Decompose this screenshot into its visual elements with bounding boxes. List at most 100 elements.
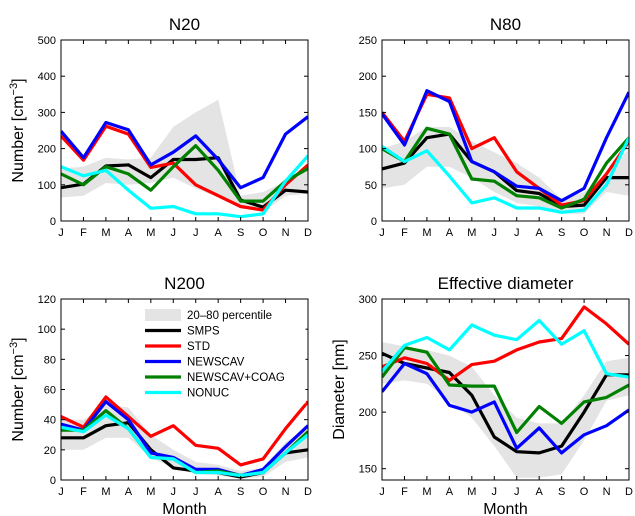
x-tick-label: O [259,227,268,239]
x-tick-label: A [125,227,133,239]
y-tick-label: 250 [359,351,377,363]
legend: 20–80 percentile SMPS STD NEWSCAV NEWSCAV+CO… [139,303,306,404]
x-tick-label: O [259,486,268,498]
chart-title: N200 [164,274,205,293]
series-line-nonuc [382,137,629,214]
x-tick-label: A [215,227,223,239]
y-tick-label: 150 [359,464,377,476]
y-tick-label: 50 [365,180,377,192]
legend-label: NEWSCAV+COAG [187,372,285,384]
x-tick-label: J [379,227,385,239]
x-tick-label: J [171,227,177,239]
y-axis-label: Number [cm−3] [8,78,27,182]
legend-swatch-band [145,309,181,321]
x-tick-label: M [467,486,476,498]
x-tick-label: A [215,486,223,498]
chart-panel-2: J F M A M J J A S O N D 0 50 100 150 200 250 N80 [359,15,633,239]
chart-title: N20 [169,15,200,34]
x-tick-label: M [146,227,155,239]
series-line-nonuc [382,318,629,379]
x-tick-label: O [580,227,589,239]
y-tick-label: 300 [38,107,56,119]
axes-box [381,298,630,481]
chart-title: Effective diameter [438,274,574,293]
series-line-newscav-coag [382,346,629,435]
x-axis-label: Month [483,501,527,516]
x-tick-label: A [536,227,544,239]
x-tick-label: J [514,486,520,498]
x-tick-label: J [193,486,199,498]
series-line-std [382,305,629,382]
y-tick-label: 100 [359,144,377,156]
x-tick-label: M [467,227,476,239]
x-tick-label: J [514,227,520,239]
x-tick-label: S [558,227,565,239]
x-tick-label: J [193,227,199,239]
x-tick-label: M [422,227,431,239]
y-tick-label: 500 [38,35,56,47]
x-tick-label: J [492,486,498,498]
y-tick-label: 400 [38,71,56,83]
y-axis-label: Diameter [nm] [331,339,348,439]
x-tick-label: F [80,227,87,239]
legend-label: STD [187,341,210,353]
y-tick-label: 300 [359,294,377,306]
legend-label: NEWSCAV [187,357,245,369]
axes-box [381,39,630,222]
x-tick-label: F [80,486,87,498]
x-tick-label: M [146,486,155,498]
y-tick-label: 200 [359,407,377,419]
y-tick-label: 0 [50,475,56,487]
x-tick-label: J [379,486,385,498]
y-tick-label: 100 [38,324,56,336]
series-line-newscav [61,400,308,478]
series-line-nonuc [61,154,308,219]
legend-label: SMPS [187,326,220,338]
series-line-smps [382,132,629,209]
x-tick-label: S [558,486,565,498]
x-tick-label: D [625,486,633,498]
x-tick-label: N [282,227,290,239]
series-line-newscav-coag [382,126,629,210]
series-line-newscav [382,89,629,203]
legend-label: NONUC [187,388,229,400]
y-axis-label: Number [cm−3] [8,337,27,441]
y-tick-label: 120 [38,294,56,306]
x-tick-label: J [58,486,64,498]
axes-box [60,39,309,222]
x-tick-label: M [101,486,110,498]
x-tick-label: J [171,486,177,498]
x-tick-label: J [58,227,64,239]
percentile-band [382,126,629,214]
x-tick-label: S [237,227,244,239]
y-tick-label: 250 [359,35,377,47]
y-tick-label: 0 [50,216,56,228]
chart-panel-3: J F M A M J J A S O N D 0 20 40 60 80 100 120 N200 Month Numb… [8,274,312,516]
x-tick-label: M [422,486,431,498]
x-tick-label: F [401,486,408,498]
x-tick-label: D [304,486,312,498]
y-tick-label: 200 [359,71,377,83]
x-tick-label: J [492,227,498,239]
y-tick-label: 0 [371,216,377,228]
x-tick-label: D [304,227,312,239]
x-tick-label: S [237,486,244,498]
x-tick-label: A [446,227,454,239]
x-axis-label: Month [162,501,206,516]
y-tick-label: 150 [359,107,377,119]
series-line-nonuc [61,413,308,478]
x-tick-label: A [536,486,544,498]
series-line-std [61,395,308,467]
x-tick-label: A [446,486,454,498]
y-tick-label: 80 [44,354,56,366]
chart-panel-4: J F M A M J J A S O N D 150 200 250 300 Effective diamet… [331,274,633,516]
y-tick-label: 60 [44,385,56,397]
y-tick-label: 200 [38,144,56,156]
x-tick-label: D [625,227,633,239]
x-tick-label: M [101,227,110,239]
x-tick-label: N [282,486,290,498]
chart-panel-1: J F M A M J J A S O N D 0 100 200 300 400 500 N20 Number [c… [8,15,312,239]
x-tick-label: N [603,227,611,239]
series-line-newscav [61,115,308,190]
